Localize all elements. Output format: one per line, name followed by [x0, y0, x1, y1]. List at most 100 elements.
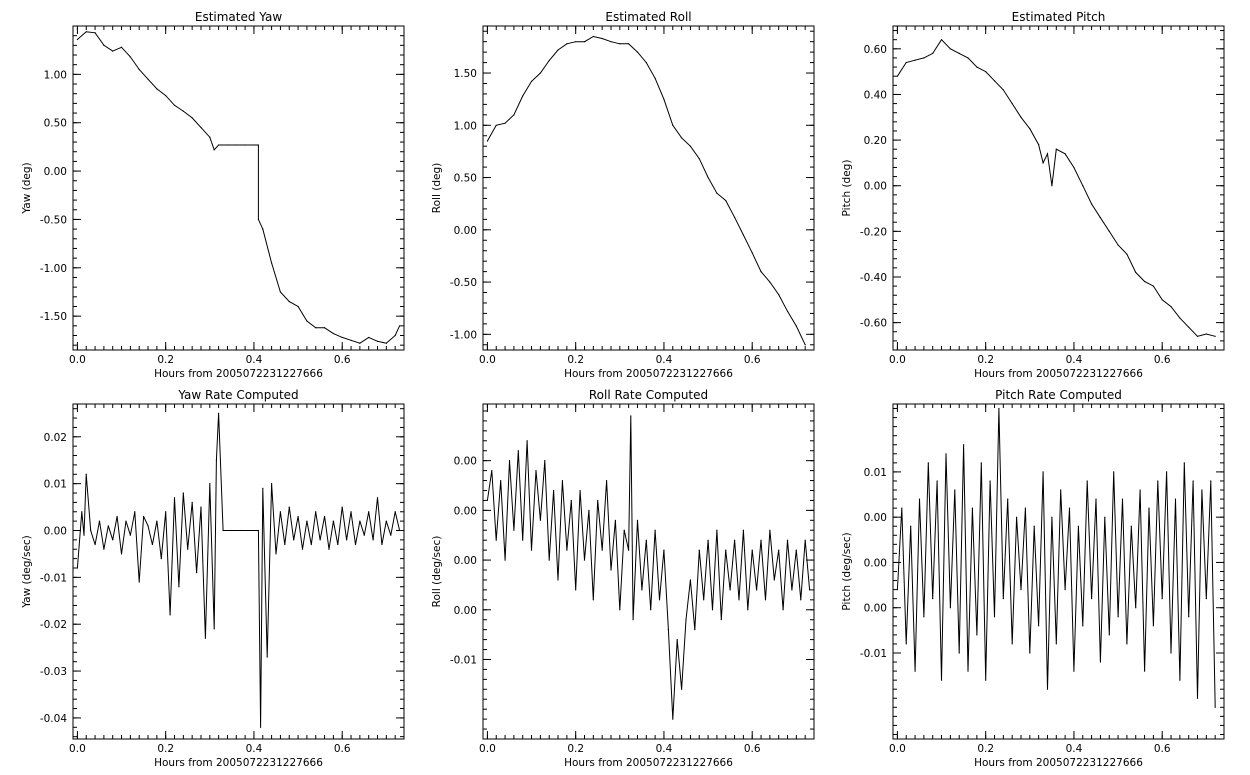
data-point	[958, 652, 960, 654]
series-points	[486, 415, 811, 720]
data-point	[204, 637, 206, 639]
y-tick-label: 0.60	[864, 44, 887, 56]
data-point	[103, 44, 105, 46]
chart-panel-3: Estimated Pitch Hours from 20050722312276…	[841, 10, 1225, 380]
data-point	[1143, 280, 1146, 283]
x-tick-label: 0.6	[334, 354, 351, 366]
data-point	[244, 144, 246, 146]
data-point	[1179, 679, 1181, 681]
data-point	[645, 61, 647, 64]
x-tick-label: 0.4	[656, 354, 673, 366]
data-point	[390, 534, 392, 536]
data-point	[319, 539, 321, 541]
data-point	[143, 515, 145, 518]
data-point	[1002, 89, 1004, 91]
data-point	[116, 515, 118, 518]
data-point	[262, 487, 264, 489]
data-point	[566, 43, 568, 45]
y-tick-label: 0.00	[864, 181, 887, 193]
y-tick-label: 0.00	[454, 456, 477, 468]
data-point	[795, 549, 797, 551]
y-tick-label: 0.02	[44, 432, 67, 444]
data-point	[1166, 471, 1168, 473]
data-point	[716, 192, 718, 194]
data-point	[1015, 516, 1018, 518]
data-point	[742, 234, 744, 236]
data-point	[738, 599, 740, 601]
data-point	[636, 51, 639, 53]
data-point	[169, 614, 171, 616]
data-point	[301, 548, 304, 550]
data-point	[619, 43, 621, 45]
data-point	[707, 176, 709, 179]
x-tick-label: 0.4	[1066, 743, 1083, 755]
y-tick-label: -1.50	[40, 311, 67, 323]
data-point	[804, 539, 806, 541]
chart-panel-5: Roll Rate Computed Hours from 20050722312…	[431, 388, 815, 769]
plot-frame	[482, 403, 815, 740]
data-point	[945, 453, 947, 455]
y-tick-label: 0.50	[454, 173, 477, 185]
series-line	[486, 35, 806, 346]
data-point	[257, 218, 259, 221]
data-point	[315, 511, 317, 513]
data-point	[1051, 185, 1053, 187]
data-point	[138, 68, 140, 71]
x-tick-label: 0.6	[1154, 743, 1171, 755]
y-tick-label: 0.00	[44, 166, 67, 178]
data-point	[804, 344, 806, 346]
data-point	[1051, 516, 1053, 518]
y-tick-label: 0.01	[44, 479, 67, 491]
data-point	[1161, 598, 1163, 600]
data-point	[993, 80, 996, 82]
data-point	[226, 144, 229, 146]
x-tick-label: 0.2	[157, 354, 174, 366]
data-point	[1033, 525, 1035, 527]
data-point	[725, 549, 727, 551]
data-point	[1073, 166, 1075, 169]
data-point	[1196, 335, 1199, 337]
data-point	[147, 525, 149, 527]
data-point	[530, 549, 533, 551]
data-point	[1086, 480, 1088, 482]
data-point	[1143, 670, 1146, 672]
data-point	[160, 558, 162, 560]
data-point	[993, 616, 996, 618]
data-point	[495, 124, 497, 126]
x-tick-label: 0.0	[479, 354, 496, 366]
data-point	[83, 534, 85, 536]
y-tick-label: 0.00	[864, 603, 887, 615]
data-point	[1091, 203, 1093, 205]
series-points	[76, 31, 401, 344]
data-point	[178, 586, 180, 588]
data-point	[989, 480, 991, 482]
data-point	[182, 110, 184, 112]
y-axis-label: Pitch (deg)	[841, 160, 853, 217]
x-tick-label: 0.6	[744, 354, 761, 366]
data-point	[526, 440, 528, 442]
data-point	[1139, 489, 1141, 491]
data-point	[213, 628, 215, 630]
x-tick-label: 0.0	[889, 354, 906, 366]
data-point	[1104, 516, 1106, 518]
data-point	[508, 460, 511, 462]
data-point	[129, 534, 131, 536]
data-point	[504, 122, 506, 124]
data-point	[129, 56, 131, 58]
data-point	[1011, 102, 1013, 105]
data-point	[363, 534, 365, 536]
data-point	[1082, 185, 1084, 187]
data-point	[394, 334, 396, 337]
data-point	[1099, 661, 1102, 663]
data-point	[949, 48, 951, 50]
data-point	[918, 498, 921, 500]
y-tick-label: -1.00	[450, 329, 477, 341]
data-point	[808, 589, 811, 591]
data-point	[394, 511, 396, 513]
series-points	[76, 412, 401, 728]
chart-title: Estimated Roll	[605, 10, 691, 24]
data-point	[641, 589, 643, 591]
data-point	[486, 499, 489, 502]
data-point	[500, 479, 502, 482]
